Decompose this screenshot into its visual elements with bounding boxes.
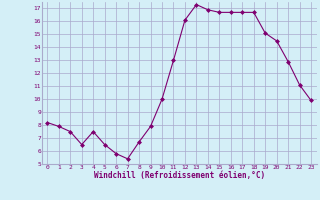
X-axis label: Windchill (Refroidissement éolien,°C): Windchill (Refroidissement éolien,°C) [94, 171, 265, 180]
